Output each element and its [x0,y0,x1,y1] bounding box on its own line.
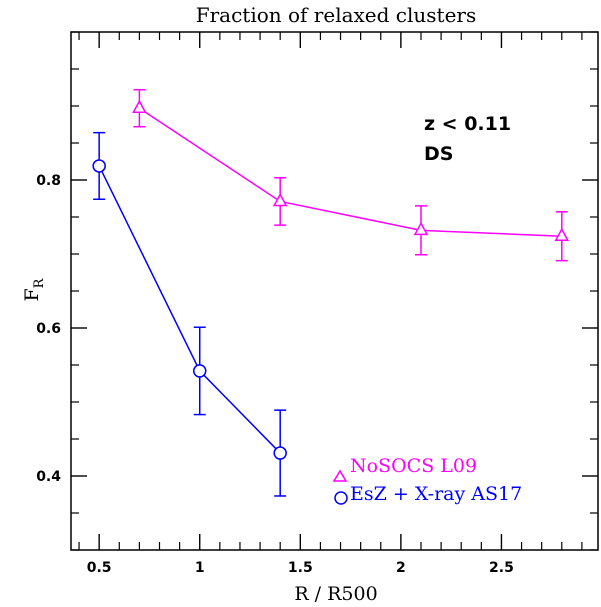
x-tick-label: 2 [396,560,406,576]
x-axis-label: R / R500 [294,583,377,605]
x-tick-label: 1.5 [288,560,313,576]
y-axis-label: FR [21,277,47,301]
data-point-triangle [413,221,429,236]
legend: NoSOCS L09 EsZ + X-ray AS17 [332,455,522,505]
x-tick-label: 2.5 [489,560,514,576]
series-layer [92,88,570,497]
annotation-sample: DS [424,143,453,165]
legend-entry-nosocs: NoSOCS L09 [332,455,477,482]
legend-label-esz: EsZ + X-ray AS17 [350,483,522,505]
series-line [98,165,281,454]
y-tick-label: 0.6 [36,321,61,337]
svg-text:FR: FR [21,277,47,301]
legend-circle-icon [334,491,348,505]
tick-labels: 0.5 1 1.5 2 2.5 0.4 0.6 0.8 [36,173,514,576]
legend-triangle-icon [332,469,348,482]
x-tick-label: 1 [195,560,205,576]
y-tick-label: 0.4 [36,469,61,485]
data-point-triangle [554,227,570,241]
legend-entry-esz: EsZ + X-ray AS17 [334,483,522,505]
annotation-redshift: z < 0.11 [424,113,511,135]
chart-title: Fraction of relaxed clusters [196,3,477,27]
series-circle [92,131,287,497]
y-axis-label-main: F [21,288,43,301]
series-triangle [132,88,570,262]
y-axis-label-sub: R [32,277,47,288]
data-point-triangle [272,192,288,207]
plot-frame [70,31,599,551]
x-tick-label: 0.5 [87,560,112,576]
legend-label-nosocs: NoSOCS L09 [350,455,477,477]
data-point-triangle [132,99,147,113]
data-point-circle [273,446,287,460]
series-line [138,107,562,237]
axis-ticks [71,31,598,551]
data-point-circle [92,159,106,173]
data-point-circle [192,364,207,378]
y-tick-label: 0.8 [36,173,61,189]
